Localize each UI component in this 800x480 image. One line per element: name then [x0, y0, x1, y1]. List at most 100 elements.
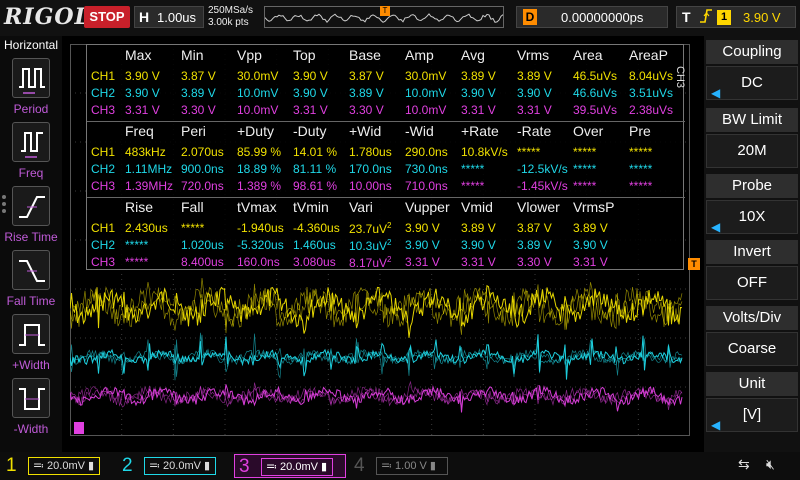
measure-header: Pre: [629, 123, 651, 139]
measure-row-ch2: CH2 1.11MHz 900.0ns 18.89 % 81.11 % 170.0ns 73…: [87, 162, 685, 179]
measure-header: Top: [293, 47, 316, 63]
timebase-box[interactable]: H 1.00us: [134, 6, 204, 28]
measure-value: 2.38uVs: [629, 103, 674, 117]
run-stop-status[interactable]: STOP: [84, 6, 130, 28]
measure-row-ch1: CH1 3.90 V 3.87 V 30.0mV 3.90 V 3.87 V 30.0mV 3…: [87, 69, 685, 86]
measure-header: +Rate: [461, 123, 499, 139]
measure-value: 3.30 V: [349, 103, 384, 117]
measure-header: Vmid: [461, 199, 493, 215]
measure-value: 710.0ns: [405, 179, 448, 193]
measure-freq[interactable]: Freq: [0, 122, 62, 186]
measure-value: *****: [181, 221, 205, 235]
memory-depth: 3.00k pts: [208, 17, 249, 28]
period-icon: [12, 58, 50, 98]
measure-rise-time-label: Rise Time: [4, 230, 58, 244]
memory-overview-wave: [265, 13, 503, 24]
trigger-label: T: [682, 9, 691, 25]
ch2-waveform: [70, 332, 683, 381]
measure-row-ch1: CH1 483kHz 2.070us 85.99 % 14.01 % 1.780us 290…: [87, 145, 685, 162]
measure-minus-width[interactable]: -Width: [0, 378, 62, 442]
measure-header: +Wid: [349, 123, 382, 139]
measure-header: -Wid: [405, 123, 434, 139]
unit-title: Unit: [706, 372, 798, 396]
measure-value: *****: [125, 255, 149, 269]
measure-row-ch3: CH3 1.39MHz 720.0ns 1.389 % 98.61 % 10.00ns 71…: [87, 179, 685, 196]
measure-value: *****: [573, 179, 597, 193]
measure-value: 3.90 V: [517, 86, 552, 100]
speaker-mute-icon[interactable]: 🔇︎: [766, 456, 775, 472]
measure-value: *****: [573, 145, 597, 159]
trigger-level-marker[interactable]: T: [688, 258, 700, 270]
measure-value: 3.87 V: [349, 69, 384, 83]
measure-value: 23.7uV2: [349, 221, 392, 236]
measurement-table: Max Min Vpp Top Base Amp Avg Vrms Area AreaP CH1 3.…: [86, 44, 685, 270]
waveform-trace: [70, 282, 683, 335]
measure-value: 3.90 V: [125, 86, 160, 100]
measure-value: 8.400us: [181, 255, 224, 269]
volts-div-softkey[interactable]: Volts/Div Coarse: [706, 304, 798, 368]
measure-value: 3.90 V: [573, 238, 608, 252]
measure-value: 10.0mV: [237, 103, 279, 117]
waveform-trace: [70, 382, 683, 410]
measure-header: AreaP: [629, 47, 668, 63]
probe-softkey[interactable]: Probe ◀ 10X: [706, 172, 798, 236]
measure-channel-label: CH1: [91, 69, 116, 83]
measure-header: Rise: [125, 199, 154, 215]
channel-3-tab[interactable]: 3 ≕ 20.0mV ▮: [234, 454, 346, 478]
channel-scale: ≕ 20.0mV ▮: [28, 457, 100, 475]
measure-fall-time-label: Fall Time: [6, 294, 56, 308]
measure-value: 3.90 V: [461, 238, 496, 252]
measure-value: 85.99 %: [237, 145, 282, 159]
delay-box[interactable]: D 0.00000000ps: [516, 6, 668, 28]
measure-value: 730.0ns: [405, 162, 448, 176]
measure-value: 900.0ns: [181, 162, 224, 176]
measure-value: 18.89 %: [237, 162, 282, 176]
measure-value: *****: [461, 162, 485, 176]
trigger-box[interactable]: T 1 3.90 V: [676, 6, 796, 28]
volts-div-value: Coarse: [706, 332, 798, 366]
measure-value: 3.89 V: [461, 221, 496, 235]
measure-rise-time[interactable]: Rise Time: [0, 186, 62, 250]
measure-value: 8.04uVs: [629, 69, 674, 83]
measure-header: Max: [125, 47, 152, 63]
measure-value: 3.31 V: [405, 255, 440, 269]
measure-value: 1.460us: [293, 238, 336, 252]
ch3-offset-marker[interactable]: [74, 422, 84, 434]
measure-period[interactable]: Period: [0, 58, 62, 122]
measure-value: 98.61 %: [293, 179, 338, 193]
invert-softkey[interactable]: Invert OFF: [706, 238, 798, 302]
channel-status-bar: 1 ≕ 20.0mV ▮ 2 ≕ 20.0mV ▮ 3 ≕ 20.0mV ▮ 4 ≕ 1.00…: [0, 452, 800, 480]
unit-softkey[interactable]: Unit ◀ [V]: [706, 370, 798, 434]
measure-value: 10.0mV: [405, 86, 447, 100]
measure-header: -Duty: [293, 123, 327, 139]
coupling-softkey[interactable]: Coupling ◀ DC: [706, 38, 798, 102]
waveform-trace: [70, 332, 683, 379]
measure-value: 10.0mV: [237, 86, 279, 100]
measure-header: +Duty: [237, 123, 274, 139]
trigger-position-marker: T: [380, 6, 390, 16]
bw-limit-softkey[interactable]: BW Limit 20M: [706, 106, 798, 170]
measure-value: 10.8kV/s: [461, 145, 508, 159]
delay-label: D: [523, 9, 537, 25]
measure-channel-label: CH1: [91, 221, 116, 235]
waveform-display[interactable]: [70, 44, 690, 436]
channel-1-tab[interactable]: 1 ≕ 20.0mV ▮: [2, 454, 114, 478]
measure-header: VrmsP: [573, 199, 615, 215]
measure-value: 3.89 V: [573, 221, 608, 235]
measure-fall-time[interactable]: Fall Time: [0, 250, 62, 314]
measure-header: Vari: [349, 199, 373, 215]
measure-header: Area: [573, 47, 603, 63]
measure-plus-width[interactable]: +Width: [0, 314, 62, 378]
measure-header: Vpp: [237, 47, 262, 63]
channel-scale: ≕ 1.00 V ▮: [376, 457, 448, 475]
measure-value: 3.90 V: [293, 86, 328, 100]
measure-value: 14.01 %: [293, 145, 338, 159]
channel-4-tab[interactable]: 4 ≕ 1.00 V ▮: [350, 454, 462, 478]
measure-value: *****: [517, 145, 541, 159]
measure-value: 3.31 V: [573, 255, 608, 269]
measure-value: 3.90 V: [125, 69, 160, 83]
measure-value: 3.87 V: [181, 69, 216, 83]
delay-value: 0.00000000ps: [561, 10, 644, 25]
channel-2-tab[interactable]: 2 ≕ 20.0mV ▮: [118, 454, 230, 478]
measure-value: 3.31 V: [517, 103, 552, 117]
